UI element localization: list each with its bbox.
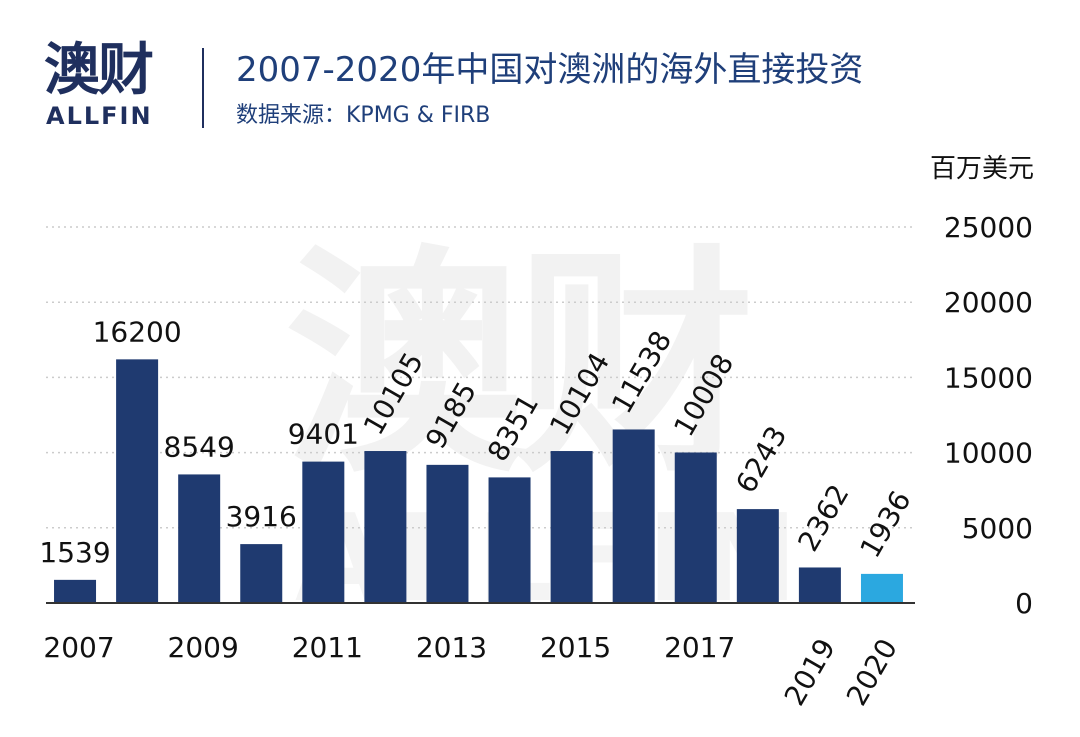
bar-2012 [364,451,407,603]
watermark-cn: 澳财 [285,225,755,505]
data-label-2019: 2362 [791,479,855,557]
bar-2014 [488,477,531,603]
x-tick-label: 2015 [540,631,611,664]
y-tick-label: 0 [1015,587,1033,620]
data-label-2014: 8351 [481,389,545,467]
bar-2017 [674,452,717,603]
data-label-2016: 11538 [605,325,678,419]
logo-en-text: ALLFIN [46,102,153,130]
bar-2015 [550,451,593,603]
data-label-2018: 6243 [729,420,793,498]
x-tick-label: 2011 [292,631,363,664]
data-label-2009: 8549 [164,430,235,463]
x-tick-label: 2007 [43,631,114,664]
bar-2020 [860,573,903,603]
bar-2008 [116,359,159,603]
chart-title: 2007-2020年中国对澳洲的海外直接投资 [236,50,864,90]
y-tick-label: 15000 [944,361,1033,394]
y-tick-label: 20000 [944,286,1033,319]
data-label-2008: 16200 [93,315,182,348]
y-axis-unit-label: 百万美元 [929,154,1034,184]
data-label-2017: 10008 [667,348,740,442]
logo-cn-text: 澳财 [44,38,154,103]
y-tick-label: 5000 [962,512,1033,545]
bar-2011 [302,461,345,603]
data-label-2007: 1539 [39,536,110,569]
data-label-2015: 10104 [543,347,616,441]
bar-2019 [798,567,841,603]
x-tick-label: 2013 [416,631,487,664]
y-tick-label: 25000 [944,211,1033,244]
x-tick-label: 2019 [778,633,842,711]
data-label-2012: 10105 [357,347,430,441]
x-tick-label: 2020 [840,633,904,711]
bar-2010 [240,544,283,603]
brand-logo: 澳财 ALLFIN [38,38,168,131]
bar-2009 [178,474,221,603]
header-divider [202,48,204,128]
bar-2007 [54,579,97,603]
bar-2018 [736,509,779,603]
data-label-2010: 3916 [226,500,297,533]
x-tick-label: 2017 [664,631,735,664]
data-label-2020: 1936 [853,485,917,563]
data-label-2013: 9185 [419,376,483,454]
data-label-2011: 9401 [288,418,359,451]
chart-source: 数据来源：KPMG & FIRB [236,103,491,128]
bar-2013 [426,464,469,603]
x-tick-label: 2009 [168,631,239,664]
bar-2016 [612,429,655,603]
y-tick-label: 10000 [944,437,1033,470]
